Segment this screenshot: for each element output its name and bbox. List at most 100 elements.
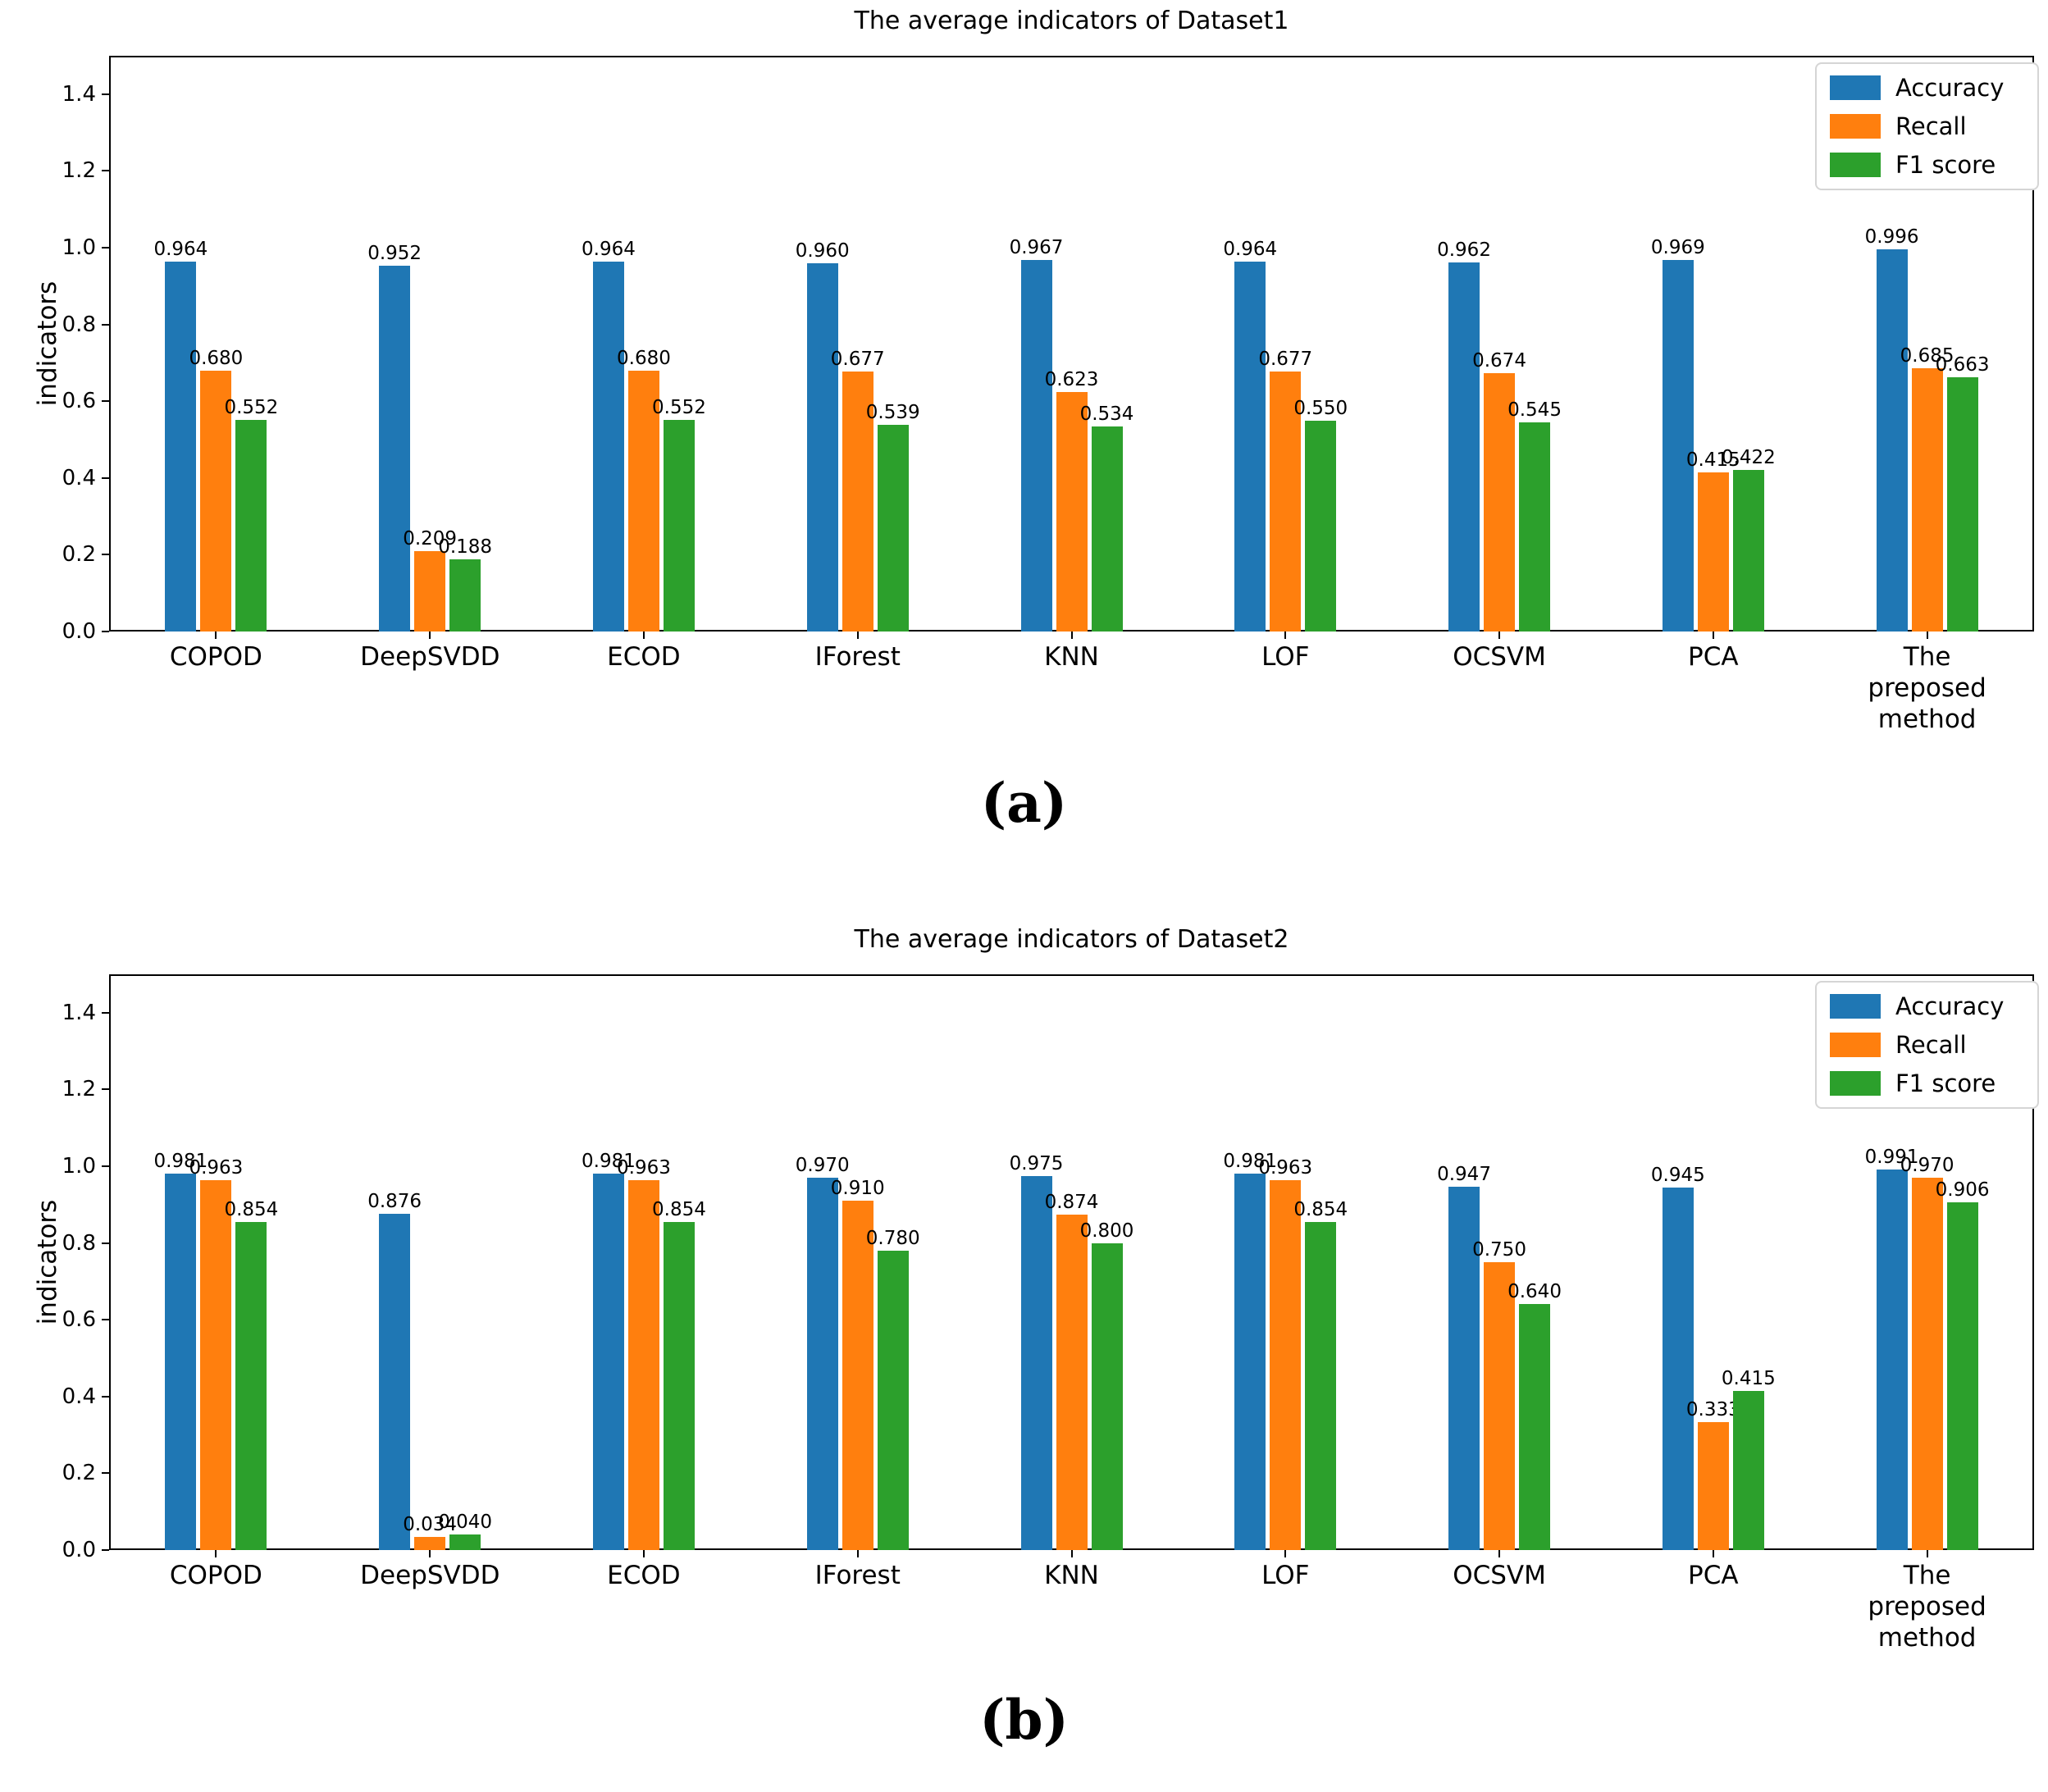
bar-value-label: 0.963 (1258, 1157, 1313, 1179)
bar-f1-score-ecod (663, 420, 695, 632)
legend-row: Recall (1830, 1031, 2024, 1059)
legend-swatch-icon (1830, 1033, 1881, 1057)
chart-b-xtick-mark (1926, 1550, 1928, 1557)
bar-value-label: 0.188 (438, 536, 493, 558)
chart-b-xtick-label-deepsvdd: DeepSVDD (360, 1561, 500, 1590)
bar-f1-score-iforest (877, 1251, 909, 1550)
bar-recall-lof (1270, 1180, 1302, 1550)
legend-label: F1 score (1895, 1069, 1996, 1097)
caption-b: (b) (979, 1688, 1069, 1752)
bar-value-label: 0.964 (1223, 239, 1278, 260)
bar-accuracy-pca (1662, 1188, 1694, 1550)
bar-recall-ocsvm (1484, 1262, 1516, 1550)
bar-value-label: 0.674 (1472, 350, 1526, 372)
chart-b-xtick-mark (429, 1550, 431, 1557)
bar-f1-score-the-preposed-method (1946, 377, 1978, 632)
bar-value-label: 0.945 (1650, 1165, 1705, 1186)
bar-value-label: 0.970 (1900, 1155, 1954, 1176)
chart-a-xtick-mark (1070, 632, 1073, 639)
chart-a-ytick-label: 0.2 (62, 542, 96, 568)
chart-a-ytick-label: 0.4 (62, 465, 96, 490)
bar-value-label: 0.034 (403, 1514, 458, 1535)
bar-accuracy-pca (1662, 260, 1694, 632)
bar-value-label: 0.800 (1079, 1220, 1134, 1242)
chart-a-title: The average indicators of Dataset1 (854, 7, 1289, 35)
bar-recall-the-preposed-method (1911, 368, 1943, 632)
chart-a-ytick-mark (102, 400, 109, 403)
legend-row: F1 score (1830, 1069, 2024, 1097)
bar-f1-score-knn (1091, 1243, 1123, 1550)
bar-recall-copod (200, 1180, 232, 1550)
bar-accuracy-the-preposed-method (1876, 1170, 1908, 1550)
chart-a-xtick-mark (1926, 632, 1928, 639)
chart-b-xtick-label-iforest: IForest (814, 1561, 901, 1590)
bar-accuracy-iforest (806, 263, 838, 632)
bar-value-label: 0.963 (617, 1157, 671, 1179)
chart-b-legend: Accuracy Recall F1 score (1815, 981, 2039, 1109)
chart-a-xtick-label-deepsvdd: DeepSVDD (360, 642, 500, 672)
bar-f1-score-deepsvdd (449, 1534, 481, 1550)
chart-a-xtick-label-ecod: ECOD (607, 642, 681, 672)
bar-f1-score-ocsvm (1519, 422, 1551, 632)
chart-a-y-axis-label: indicators (33, 280, 62, 407)
legend-swatch-icon (1830, 994, 1881, 1019)
chart-b-xtick-label-pca: PCA (1688, 1561, 1739, 1590)
chart-a-ytick-label: 0.8 (62, 312, 96, 337)
chart-a-ytick-mark (102, 631, 109, 632)
bar-accuracy-copod (165, 262, 197, 632)
legend-label: Accuracy (1895, 74, 2005, 102)
bar-accuracy-lof (1234, 262, 1266, 632)
bar-value-label: 0.981 (153, 1151, 208, 1172)
legend-row: Accuracy (1830, 992, 2024, 1020)
bar-f1-score-lof (1305, 1222, 1337, 1550)
bar-accuracy-ecod (592, 262, 624, 632)
bar-accuracy-the-preposed-method (1876, 249, 1908, 632)
chart-a-ytick-mark (102, 170, 109, 172)
bar-recall-ecod (627, 1180, 659, 1550)
legend-swatch-icon (1830, 1071, 1881, 1096)
legend-row: F1 score (1830, 151, 2024, 179)
chart-a-ytick-mark (102, 476, 109, 479)
legend-row: Recall (1830, 112, 2024, 140)
chart-a-ytick-label: 1.4 (62, 81, 96, 107)
chart-a-xtick-label-ocsvm: OCSVM (1453, 642, 1546, 672)
bar-recall-iforest (842, 372, 873, 632)
chart-a-ytick-mark (102, 323, 109, 326)
legend-label: Recall (1895, 112, 1967, 140)
chart-a-ytick-label: 1.0 (62, 235, 96, 260)
bar-value-label: 0.333 (1685, 1399, 1740, 1420)
chart-b-ytick-mark (102, 1088, 109, 1091)
chart-b-xtick-label-knn: KNN (1044, 1561, 1099, 1590)
chart-a-xtick-label-iforest: IForest (814, 642, 901, 672)
bar-value-label: 0.960 (795, 240, 850, 262)
chart-b-ytick-mark (102, 1011, 109, 1014)
legend-swatch-icon (1830, 75, 1881, 100)
chart-a-xtick-label-lof: LOF (1261, 642, 1310, 672)
chart-b-ytick-mark (102, 1472, 109, 1475)
bar-value-label: 0.876 (367, 1191, 422, 1212)
bar-value-label: 0.680 (617, 348, 671, 369)
chart-b-xtick-mark (1498, 1550, 1501, 1557)
bar-recall-ocsvm (1484, 373, 1516, 632)
bar-value-label: 0.854 (1293, 1199, 1348, 1220)
bar-recall-deepsvdd (414, 551, 446, 632)
bar-value-label: 0.422 (1721, 447, 1776, 468)
bar-value-label: 0.550 (1293, 398, 1348, 419)
bar-value-label: 0.854 (224, 1199, 279, 1220)
bar-value-label: 0.680 (189, 348, 244, 369)
chart-b-xtick-mark (215, 1550, 217, 1557)
chart-a-ytick-label: 0.6 (62, 389, 96, 414)
bar-f1-score-deepsvdd (449, 559, 481, 632)
bar-accuracy-knn (1020, 260, 1052, 632)
chart-b-xtick-label-lof: LOF (1261, 1561, 1310, 1590)
chart-b-ytick-label: 0.8 (62, 1230, 96, 1256)
chart-a-ytick-label: 0.0 (62, 619, 96, 644)
chart-b-xtick-label-the-preposed-method: The preposed method (1868, 1561, 1986, 1653)
chart-a-xtick-mark (1498, 632, 1501, 639)
bar-recall-ecod (627, 371, 659, 632)
chart-b-ytick-mark (102, 1242, 109, 1244)
chart-a-ytick-mark (102, 247, 109, 249)
chart-b-ytick-label: 0.2 (62, 1461, 96, 1486)
bar-value-label: 0.996 (1864, 226, 1919, 248)
